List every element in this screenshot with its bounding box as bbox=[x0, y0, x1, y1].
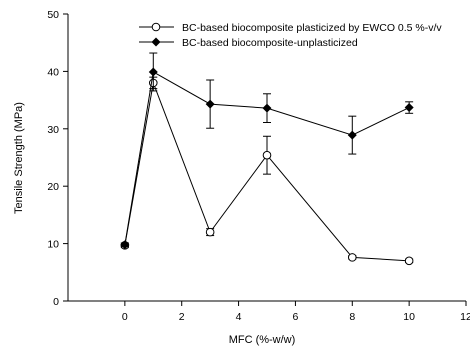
y-tick-label: 10 bbox=[47, 239, 59, 251]
y-tick-label: 50 bbox=[47, 9, 59, 21]
x-tick-label: 10 bbox=[403, 311, 415, 323]
series-plasticized bbox=[120, 76, 414, 266]
y-tick-label: 30 bbox=[47, 124, 59, 136]
legend: BC-based biocomposite plasticized by EWC… bbox=[139, 22, 442, 49]
x-tick-label: 6 bbox=[293, 311, 299, 323]
data-point-open-circle bbox=[404, 256, 414, 266]
x-tick-label: 2 bbox=[179, 311, 185, 323]
legend-label-unplasticized: BC-based biocomposite-unplasticized bbox=[182, 37, 358, 49]
plot-area: 0 2 4 6 8 10 12 0 10 20 30 40 50 bbox=[47, 9, 470, 323]
data-point-filled-diamond bbox=[262, 103, 272, 113]
x-tick-label: 8 bbox=[349, 311, 355, 323]
legend-marker-open-circle bbox=[151, 22, 161, 32]
data-point-open-circle bbox=[347, 253, 357, 262]
series-layer bbox=[120, 52, 414, 266]
x-ticks: 0 2 4 6 8 10 12 bbox=[122, 301, 470, 323]
x-tick-label: 4 bbox=[236, 311, 242, 323]
data-point-filled-diamond bbox=[148, 67, 158, 77]
x-tick-label: 12 bbox=[460, 311, 470, 323]
data-point-open-circle bbox=[205, 227, 215, 237]
series-unplasticized bbox=[120, 52, 414, 250]
y-tick-label: 20 bbox=[47, 181, 59, 193]
y-ticks: 0 10 20 30 40 50 bbox=[47, 9, 68, 308]
y-tick-label: 0 bbox=[53, 296, 59, 308]
data-point-filled-diamond bbox=[404, 103, 414, 113]
y-tick-label: 40 bbox=[47, 66, 59, 78]
data-point-open-circle bbox=[262, 150, 272, 160]
series-line bbox=[124, 81, 410, 262]
x-tick-label: 0 bbox=[122, 311, 128, 323]
x-axis-title: MFC (%-w/w) bbox=[229, 334, 296, 346]
data-point-filled-diamond bbox=[347, 130, 357, 140]
y-axis-title: Tensile Strength (MPa) bbox=[13, 102, 25, 214]
data-point-filled-diamond bbox=[120, 240, 130, 250]
data-point-filled-diamond bbox=[205, 99, 215, 109]
legend-label-plasticized: BC-based biocomposite plasticized by EWC… bbox=[182, 22, 442, 34]
legend-marker-filled-diamond bbox=[151, 37, 161, 47]
series-line bbox=[124, 71, 410, 245]
